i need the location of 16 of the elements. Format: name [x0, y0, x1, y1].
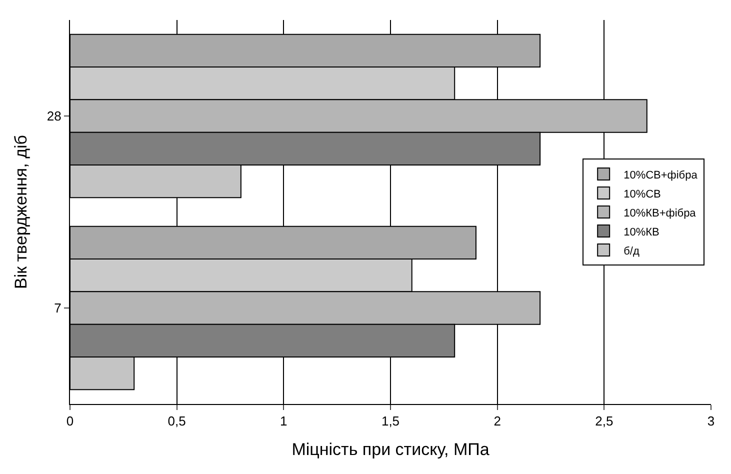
legend-label: 10%КВ [624, 226, 660, 238]
legend-label: 10%СВ+фібра [624, 169, 698, 182]
y-tick-label: 7 [54, 300, 62, 316]
legend-label: б/д [624, 245, 640, 258]
x-tick-label: 1,5 [381, 414, 400, 429]
legend-label: 10%СВ [624, 188, 661, 200]
y-tick-label: 28 [46, 108, 62, 124]
x-axis-title: Міцність при стиску, МПа [292, 440, 490, 459]
legend-label: 10%КВ+фібра [624, 207, 697, 220]
x-tick-label: 1 [280, 414, 288, 429]
x-tick-label: 2 [494, 414, 501, 429]
x-tick-label: 2,5 [595, 414, 614, 429]
y-axis-title: Вік твердження, діб [11, 134, 30, 290]
x-tick-label: 0,5 [168, 414, 186, 429]
x-tick-label: 3 [707, 414, 715, 429]
x-tick-label: 0 [66, 414, 74, 429]
